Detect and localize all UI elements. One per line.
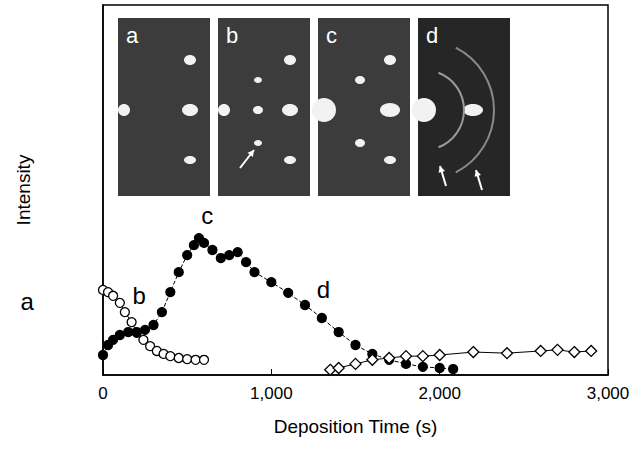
svg-text:b: b xyxy=(133,282,146,309)
svg-text:d: d xyxy=(317,276,330,303)
svg-text:0: 0 xyxy=(98,384,107,403)
svg-text:1,000: 1,000 xyxy=(250,384,293,403)
svg-text:2,000: 2,000 xyxy=(418,384,461,403)
svg-text:Deposition Time (s): Deposition Time (s) xyxy=(274,416,438,437)
svg-text:a: a xyxy=(126,23,139,48)
svg-text:d: d xyxy=(426,23,438,48)
svg-text:a: a xyxy=(21,288,35,315)
svg-text:b: b xyxy=(226,23,238,48)
svg-text:3,000: 3,000 xyxy=(587,384,630,403)
svg-text:c: c xyxy=(201,202,213,229)
svg-text:c: c xyxy=(326,23,337,48)
svg-text:Intensity: Intensity xyxy=(13,154,34,225)
